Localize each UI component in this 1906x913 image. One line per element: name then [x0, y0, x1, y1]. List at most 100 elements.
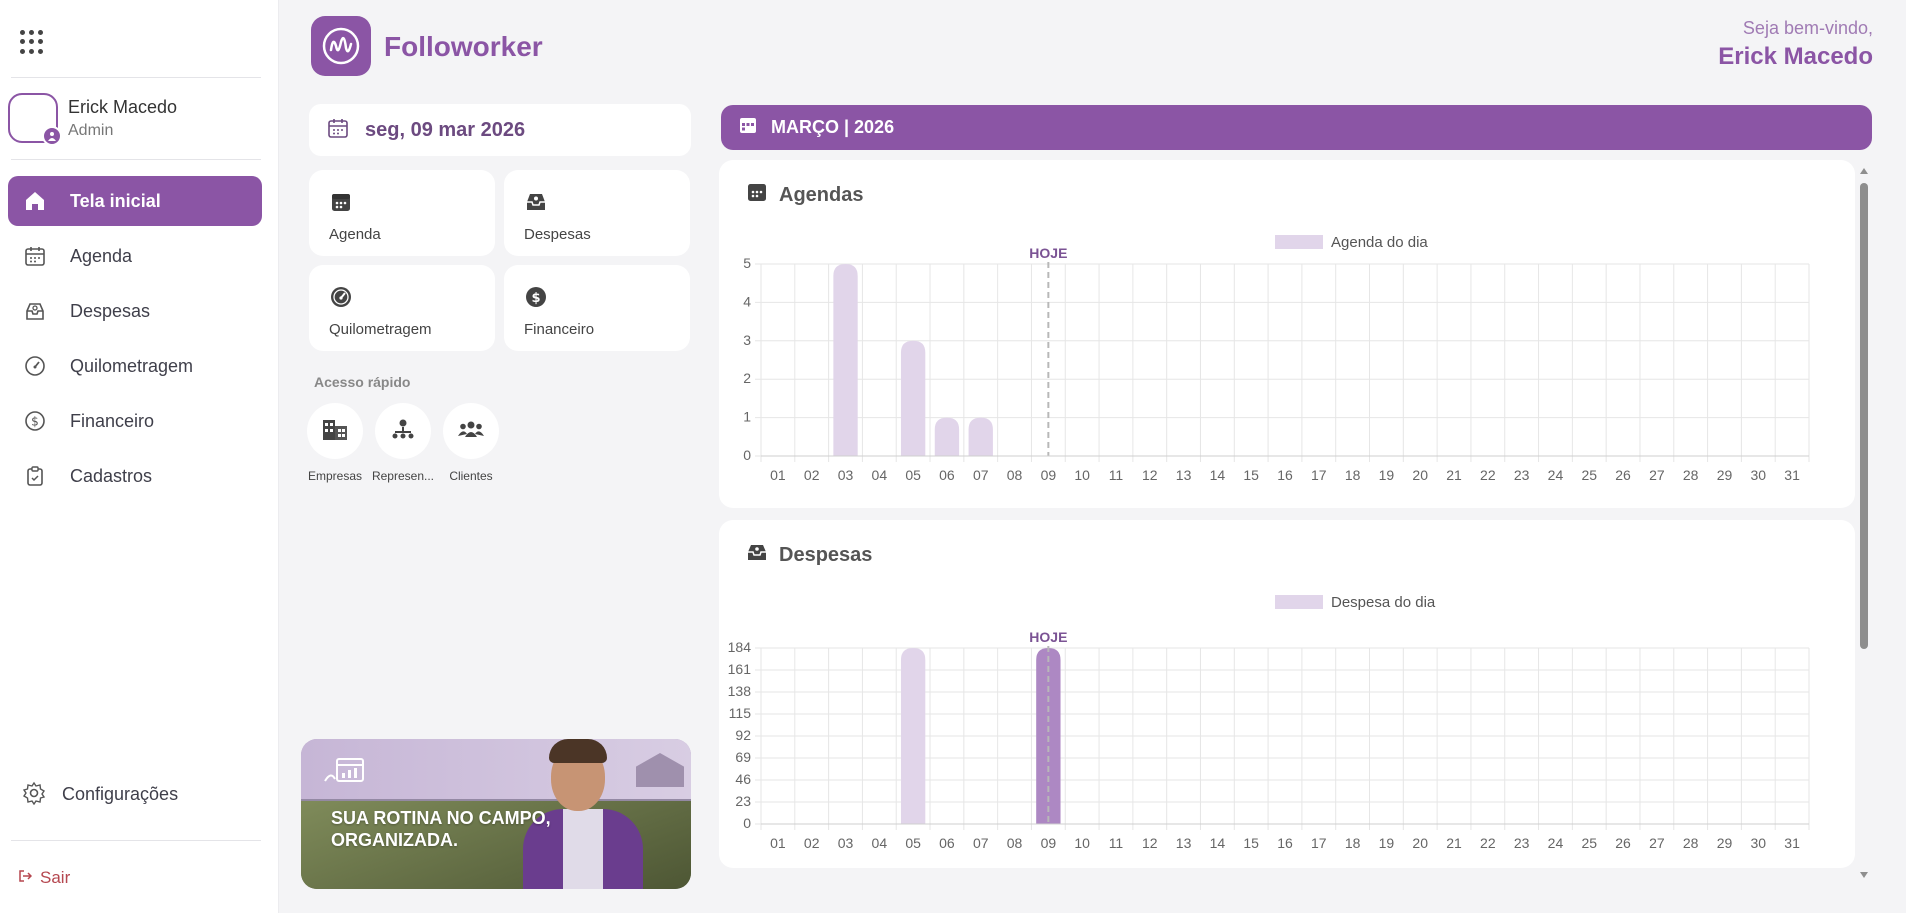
avatar — [8, 93, 58, 143]
quick-label: Represen... — [371, 469, 435, 483]
x-tick-label: 01 — [770, 835, 786, 851]
tile-financeiro[interactable]: $ Financeiro — [504, 265, 690, 351]
calendar-icon — [739, 116, 757, 139]
x-tick-label: 11 — [1109, 467, 1124, 483]
sidebar-item-tela-inicial[interactable]: Tela inicial — [8, 176, 262, 226]
user-badge-icon — [42, 126, 62, 146]
x-tick-label: 01 — [770, 467, 786, 483]
tile-agenda[interactable]: Agenda — [309, 170, 495, 256]
x-tick-label: 04 — [872, 835, 888, 851]
x-tick-label: 16 — [1277, 835, 1293, 851]
tile-label: Financeiro — [524, 321, 595, 338]
x-tick-label: 07 — [973, 467, 989, 483]
y-tick-label: 0 — [743, 447, 751, 463]
y-tick-label: 0 — [743, 815, 751, 831]
apps-grid-icon[interactable] — [20, 30, 44, 54]
x-tick-label: 25 — [1581, 467, 1597, 483]
tile-label: Despesas — [524, 226, 591, 243]
x-tick-label: 06 — [939, 835, 955, 851]
bar — [934, 417, 960, 456]
scroll-down-icon[interactable] — [1860, 872, 1868, 878]
x-tick-label: 04 — [872, 467, 888, 483]
x-tick-label: 21 — [1446, 835, 1462, 851]
x-tick-label: 29 — [1717, 467, 1733, 483]
x-tick-label: 26 — [1615, 467, 1631, 483]
x-tick-label: 14 — [1210, 467, 1226, 483]
scrollbar[interactable] — [1858, 168, 1870, 880]
calendar-icon — [327, 117, 349, 144]
promo-banner[interactable]: SUA ROTINA NO CAMPO, ORGANIZADA. — [301, 739, 691, 889]
x-tick-label: 29 — [1717, 835, 1733, 851]
agendas-chart-card: Agendas 0 1 2 3 4 5 01 02 03 04 05 06 07 08 09 10 11 12 13… — [719, 160, 1855, 508]
network-icon — [391, 417, 415, 446]
y-tick-label: 92 — [735, 727, 751, 743]
x-tick-label: 19 — [1379, 835, 1395, 851]
chart-title-text: Despesas — [779, 543, 873, 566]
sidebar-item-agenda[interactable]: Agenda — [8, 231, 262, 281]
despesas-chart-card: Despesas 0 23 46 69 92 115 138 161 184 01 02 03 04 05… — [719, 520, 1855, 868]
quick-representantes[interactable]: Represen... — [363, 403, 443, 483]
quick-clientes[interactable]: Clientes — [431, 403, 511, 483]
bar — [968, 417, 993, 456]
welcome-user-name: Erick Macedo — [1718, 43, 1873, 70]
welcome-text: Seja bem-vindo, — [1742, 18, 1873, 38]
divider — [11, 77, 261, 78]
svg-text:$: $ — [31, 415, 39, 429]
x-tick-label: 11 — [1109, 835, 1124, 851]
x-tick-label: 08 — [1007, 467, 1023, 483]
speedometer-icon — [329, 285, 353, 309]
logout-button[interactable]: Sair — [18, 868, 70, 888]
logout-label: Sair — [40, 868, 71, 887]
user-name: Erick Macedo — [68, 97, 178, 117]
sidebar-item-despesas[interactable]: Despesas — [8, 286, 262, 336]
x-tick-label: 15 — [1243, 467, 1259, 483]
banner-text: SUA ROTINA NO CAMPO, ORGANIZADA. — [331, 808, 551, 850]
settings-label: Configurações — [62, 783, 179, 804]
legend-swatch — [1275, 595, 1323, 609]
x-tick-label: 07 — [973, 835, 989, 851]
svg-text:$: $ — [531, 291, 540, 306]
sidebar-item-label: Tela inicial — [70, 190, 161, 211]
x-tick-label: 17 — [1311, 835, 1327, 851]
y-tick-label: 115 — [729, 705, 752, 721]
sidebar-item-financeiro[interactable]: $ Financeiro — [8, 396, 262, 446]
dollar-icon: $ — [524, 285, 548, 309]
despesas-chart: 0 23 46 69 92 115 138 161 184 01 02 03 04 05 06 07 08 09 1… — [728, 594, 1810, 851]
calendar-chart-icon — [323, 753, 371, 792]
settings-button[interactable]: Configurações — [22, 781, 178, 807]
x-tick-label: 20 — [1412, 467, 1428, 483]
bar — [833, 264, 858, 456]
scroll-up-icon[interactable] — [1860, 168, 1868, 174]
bar — [900, 340, 926, 456]
x-tick-label: 09 — [1041, 835, 1057, 851]
user-role: Admin — [68, 122, 114, 139]
y-tick-label: 3 — [743, 332, 751, 348]
x-tick-label: 08 — [1007, 835, 1023, 851]
logout-icon — [18, 868, 33, 888]
x-tick-label: 03 — [838, 835, 854, 851]
inbox-icon — [524, 190, 548, 214]
tile-despesas[interactable]: Despesas — [504, 170, 690, 256]
users-icon — [458, 419, 484, 444]
scrollbar-thumb[interactable] — [1860, 183, 1868, 649]
gear-icon — [22, 781, 48, 807]
divider — [11, 159, 261, 160]
x-tick-label: 26 — [1615, 835, 1631, 851]
y-tick-label: 161 — [728, 661, 752, 677]
y-tick-label: 1 — [743, 409, 751, 425]
current-date: seg, 09 mar 2026 — [309, 104, 691, 156]
x-tick-label: 28 — [1683, 467, 1699, 483]
legend-swatch — [1275, 235, 1323, 249]
x-tick-label: 13 — [1176, 835, 1192, 851]
tile-quilometragem[interactable]: Quilometragem — [309, 265, 495, 351]
sidebar-item-label: Cadastros — [70, 465, 153, 486]
sidebar-item-quilometragem[interactable]: Quilometragem — [8, 341, 262, 391]
user-card[interactable]: Erick Macedo Admin — [8, 93, 263, 146]
quick-empresas[interactable]: Empresas — [295, 403, 375, 483]
legend-label: Despesa do dia — [1331, 594, 1436, 611]
sidebar-item-cadastros[interactable]: Cadastros — [8, 451, 262, 501]
x-tick-label: 22 — [1480, 467, 1496, 483]
x-tick-label: 30 — [1751, 835, 1767, 851]
x-tick-label: 20 — [1412, 835, 1428, 851]
